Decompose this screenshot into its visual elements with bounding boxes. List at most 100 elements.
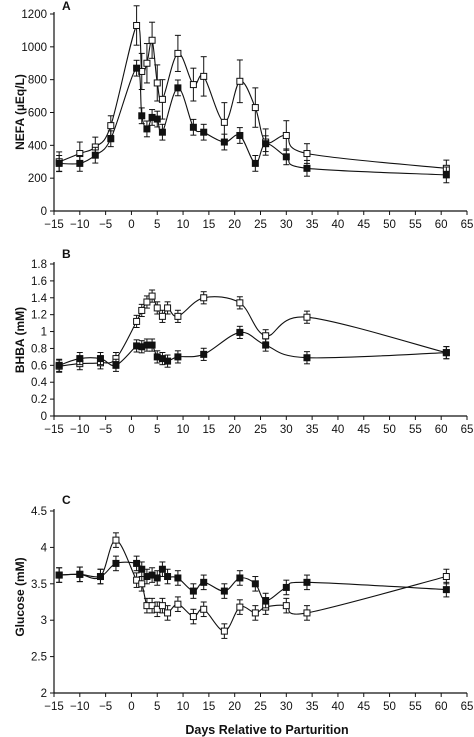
x-tick-label: 10: [177, 219, 190, 231]
data-point-filled: [55, 571, 63, 579]
data-point-filled: [174, 574, 182, 582]
x-tick-label: −10: [70, 424, 90, 436]
y-tick-label: 2.5: [31, 652, 47, 664]
x-tick-label: 35: [306, 701, 319, 713]
panel-b: B BHBA (mM) 0 0.2 0.4 0.6 0.8 1 1.2 1.4 1.6 1.8 −1…: [13, 247, 473, 436]
x-tick-label: 20: [228, 219, 241, 231]
data-point-filled: [303, 164, 311, 172]
data-point-filled: [158, 128, 166, 136]
data-point-open: [303, 150, 311, 158]
data-point-open: [174, 49, 182, 57]
data-point-filled: [236, 131, 244, 139]
x-tick-label: 20: [228, 424, 241, 436]
data-point-filled: [189, 123, 197, 131]
data-point-filled: [442, 171, 450, 179]
data-point-filled: [133, 559, 141, 567]
x-tick-label: 15: [202, 424, 215, 436]
x-tick-label: 45: [357, 701, 370, 713]
y-tick-label: 1.4: [31, 293, 48, 305]
data-point-filled: [55, 159, 63, 167]
y-tick-label: 1.8: [31, 259, 47, 271]
data-point-filled: [174, 353, 182, 361]
data-point-open: [220, 118, 228, 126]
data-point-filled: [76, 159, 84, 167]
x-tick-label: 0: [128, 219, 134, 231]
data-point-filled: [282, 583, 290, 591]
data-point-open: [138, 580, 146, 588]
x-tick-label: 5: [154, 424, 160, 436]
x-tick-label: 25: [254, 219, 267, 231]
data-point-filled: [174, 84, 182, 92]
data-point-open: [282, 131, 290, 139]
x-tick-label: 10: [177, 701, 190, 713]
data-point-open: [189, 81, 197, 89]
data-point-open: [251, 609, 259, 617]
data-point-open: [158, 602, 166, 610]
data-point-open: [174, 600, 182, 608]
y-tick-label: 4.5: [31, 506, 47, 518]
data-point-open: [189, 613, 197, 621]
data-point-filled: [236, 574, 244, 582]
data-point-filled: [220, 138, 228, 146]
data-point-filled: [96, 573, 104, 581]
data-point-open: [442, 573, 450, 581]
data-point-filled: [200, 128, 208, 136]
x-tick-label: 15: [202, 701, 215, 713]
x-tick-label: 30: [280, 219, 293, 231]
data-point-open: [236, 603, 244, 611]
data-point-filled: [282, 153, 290, 161]
x-tick-label: 15: [202, 219, 215, 231]
x-tick-label: 40: [332, 219, 345, 231]
data-point-filled: [164, 357, 172, 365]
data-point-open: [133, 21, 141, 29]
x-tick-label: 55: [409, 701, 422, 713]
data-point-open: [200, 294, 208, 302]
panel-a-label: A: [62, 0, 71, 13]
y-tick-label: 0.6: [31, 360, 47, 372]
y-tick-label: 2: [41, 688, 47, 700]
x-tick-label: 0: [128, 424, 134, 436]
data-point-open: [236, 299, 244, 307]
panel-b-ylabel: BHBA (mM): [13, 307, 27, 373]
y-tick-label: 3.5: [31, 579, 47, 591]
data-point-open: [200, 605, 208, 613]
y-tick-label: 0.4: [31, 377, 48, 389]
x-tick-label: 30: [280, 424, 293, 436]
data-point-open: [200, 72, 208, 80]
panel-a-ylabel: NEFA (µEq/L): [13, 74, 27, 150]
x-tick-label: 35: [306, 424, 319, 436]
y-tick-label: 0.2: [31, 394, 47, 406]
data-point-open: [153, 304, 161, 312]
data-point-filled: [251, 159, 259, 167]
x-tick-label: 5: [154, 701, 160, 713]
data-point-filled: [133, 64, 141, 72]
data-point-open: [303, 313, 311, 321]
x-tick-label: 20: [228, 701, 241, 713]
y-tick-label: 3: [41, 615, 47, 627]
data-point-filled: [76, 355, 84, 363]
data-point-open: [148, 36, 156, 44]
x-tick-label: −10: [70, 219, 90, 231]
x-tick-label: −15: [44, 424, 64, 436]
panel-a: A NEFA (µEq/L) 020040060080010001200−15−…: [13, 0, 473, 231]
data-point-open: [143, 298, 151, 306]
data-point-filled: [55, 361, 63, 369]
x-tick-label: 25: [254, 424, 267, 436]
y-tick-label: 1: [41, 327, 47, 339]
data-point-filled: [220, 587, 228, 595]
data-point-filled: [262, 597, 270, 605]
data-point-open: [303, 609, 311, 617]
x-tick-label: 45: [357, 219, 370, 231]
y-tick-label: 400: [28, 140, 47, 152]
data-point-open: [282, 602, 290, 610]
data-point-open: [164, 609, 172, 617]
y-tick-label: 0: [41, 206, 47, 218]
data-point-open: [174, 312, 182, 320]
x-tick-label: 60: [435, 701, 448, 713]
x-tick-label: −15: [44, 219, 64, 231]
x-tick-label: 50: [383, 219, 396, 231]
data-point-filled: [442, 349, 450, 357]
panel-c-label: C: [62, 493, 71, 507]
series-line-open: [58, 23, 447, 169]
data-point-open: [251, 104, 259, 112]
